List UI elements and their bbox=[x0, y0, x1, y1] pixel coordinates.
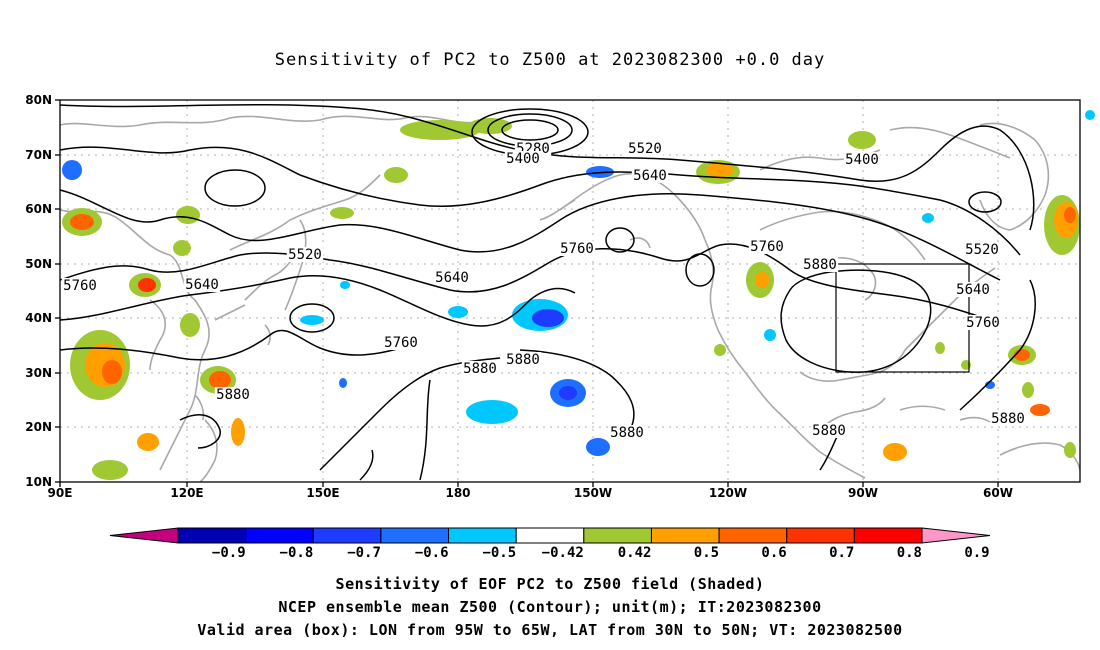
lat-label: 60N bbox=[25, 202, 52, 216]
colorbar-label: −0.5 bbox=[482, 545, 516, 561]
colorbar-label: −0.9 bbox=[212, 545, 246, 561]
contour-label: 5760 bbox=[966, 315, 1000, 331]
lat-label: 40N bbox=[25, 311, 52, 325]
contour-label: 5640 bbox=[633, 168, 667, 184]
colorbar-segment bbox=[177, 527, 247, 544]
colorbar-label: 0.8 bbox=[897, 545, 922, 561]
colorbar-segment bbox=[583, 527, 652, 544]
contour-label: 5400 bbox=[506, 151, 540, 167]
lon-label: 180 bbox=[445, 486, 470, 500]
lat-label: 10N bbox=[25, 475, 52, 489]
contour-label: 5760 bbox=[63, 278, 97, 294]
contour-label: 5880 bbox=[506, 352, 540, 368]
colorbar-high-triangle bbox=[921, 527, 991, 544]
colorbar-segment bbox=[448, 527, 517, 544]
map-panel: 5280540055205640540055205640576057605640… bbox=[59, 99, 1095, 483]
colorbar-label: 0.6 bbox=[761, 545, 786, 561]
lon-label: 90W bbox=[848, 486, 878, 500]
contour-label: 5760 bbox=[993, 411, 1027, 427]
lat-label: 30N bbox=[25, 366, 52, 380]
contour-label: 5880 bbox=[216, 387, 250, 403]
contour-label: 5640 bbox=[956, 282, 990, 298]
contour-label: 5640 bbox=[435, 270, 469, 286]
colorbar-label: −0.8 bbox=[280, 545, 314, 561]
coastlines bbox=[59, 115, 1081, 483]
contour-label: 5880 bbox=[610, 425, 644, 441]
colorbar-label: −0.7 bbox=[347, 545, 381, 561]
contour-label: 5880 bbox=[812, 423, 846, 439]
contour-label: 5400 bbox=[845, 152, 879, 168]
lon-label: 150W bbox=[574, 486, 612, 500]
lat-label: 70N bbox=[25, 148, 52, 162]
colorbar-label: 0.7 bbox=[829, 545, 854, 561]
colorbar-label: −0.42 bbox=[542, 545, 584, 561]
latitude-axis: 80N 70N 60N 50N 40N 30N 20N 10N bbox=[25, 93, 60, 489]
lon-label: 150E bbox=[306, 486, 339, 500]
contour-label: 5640 bbox=[185, 277, 219, 293]
colorbar-segment bbox=[515, 527, 585, 544]
lat-label: 80N bbox=[25, 93, 52, 107]
contour-label: 5880 bbox=[991, 411, 1025, 427]
lat-label: 50N bbox=[25, 257, 52, 271]
colorbar-segment bbox=[380, 527, 450, 544]
colorbar-label: 0.9 bbox=[964, 545, 989, 561]
lat-label: 20N bbox=[25, 420, 52, 434]
contour-label: 5760 bbox=[560, 241, 594, 257]
colorbar: −0.9 −0.8 −0.7 −0.6 −0.5 −0.42 0.42 0.5 0.6 0.7 0.… bbox=[109, 527, 991, 561]
lon-label: 90E bbox=[48, 486, 73, 500]
colorbar-low-triangle bbox=[109, 527, 179, 544]
caption-contour: NCEP ensemble mean Z500 (Contour); unit(… bbox=[278, 598, 822, 616]
longitude-axis: 90E 120E 150E 180 150W 120W 90W 60W bbox=[48, 482, 1013, 500]
colorbar-segment bbox=[650, 527, 720, 544]
colorbar-label: −0.6 bbox=[415, 545, 449, 561]
contour-label: 5880 bbox=[463, 361, 497, 377]
contour-label: 5520 bbox=[288, 247, 322, 263]
contour-labels: 5280540055205640540055205640576057605640… bbox=[61, 141, 1027, 441]
colorbar-label: 0.42 bbox=[618, 545, 652, 561]
caption-valid-area: Valid area (box): LON from 95W to 65W, L… bbox=[197, 621, 903, 639]
contour-label: 5760 bbox=[384, 335, 418, 351]
contour-label: 5520 bbox=[965, 242, 999, 258]
page-title: Sensitivity of PC2 to Z500 at 2023082300… bbox=[274, 50, 826, 70]
lon-label: 60W bbox=[983, 486, 1013, 500]
colorbar-label: 0.5 bbox=[694, 545, 719, 561]
colorbar-segment bbox=[312, 527, 382, 544]
lon-label: 120E bbox=[170, 486, 203, 500]
colorbar-segment bbox=[786, 527, 855, 544]
contour-label: 5760 bbox=[750, 239, 784, 255]
colorbar-segment bbox=[718, 527, 788, 544]
colorbar-segment bbox=[245, 527, 314, 544]
contour-label: 5880 bbox=[803, 257, 837, 273]
lon-label: 120W bbox=[709, 486, 747, 500]
colorbar-segment bbox=[853, 527, 923, 544]
contour-label: 5520 bbox=[628, 141, 662, 157]
caption-shaded: Sensitivity of EOF PC2 to Z500 field (Sh… bbox=[335, 575, 765, 593]
